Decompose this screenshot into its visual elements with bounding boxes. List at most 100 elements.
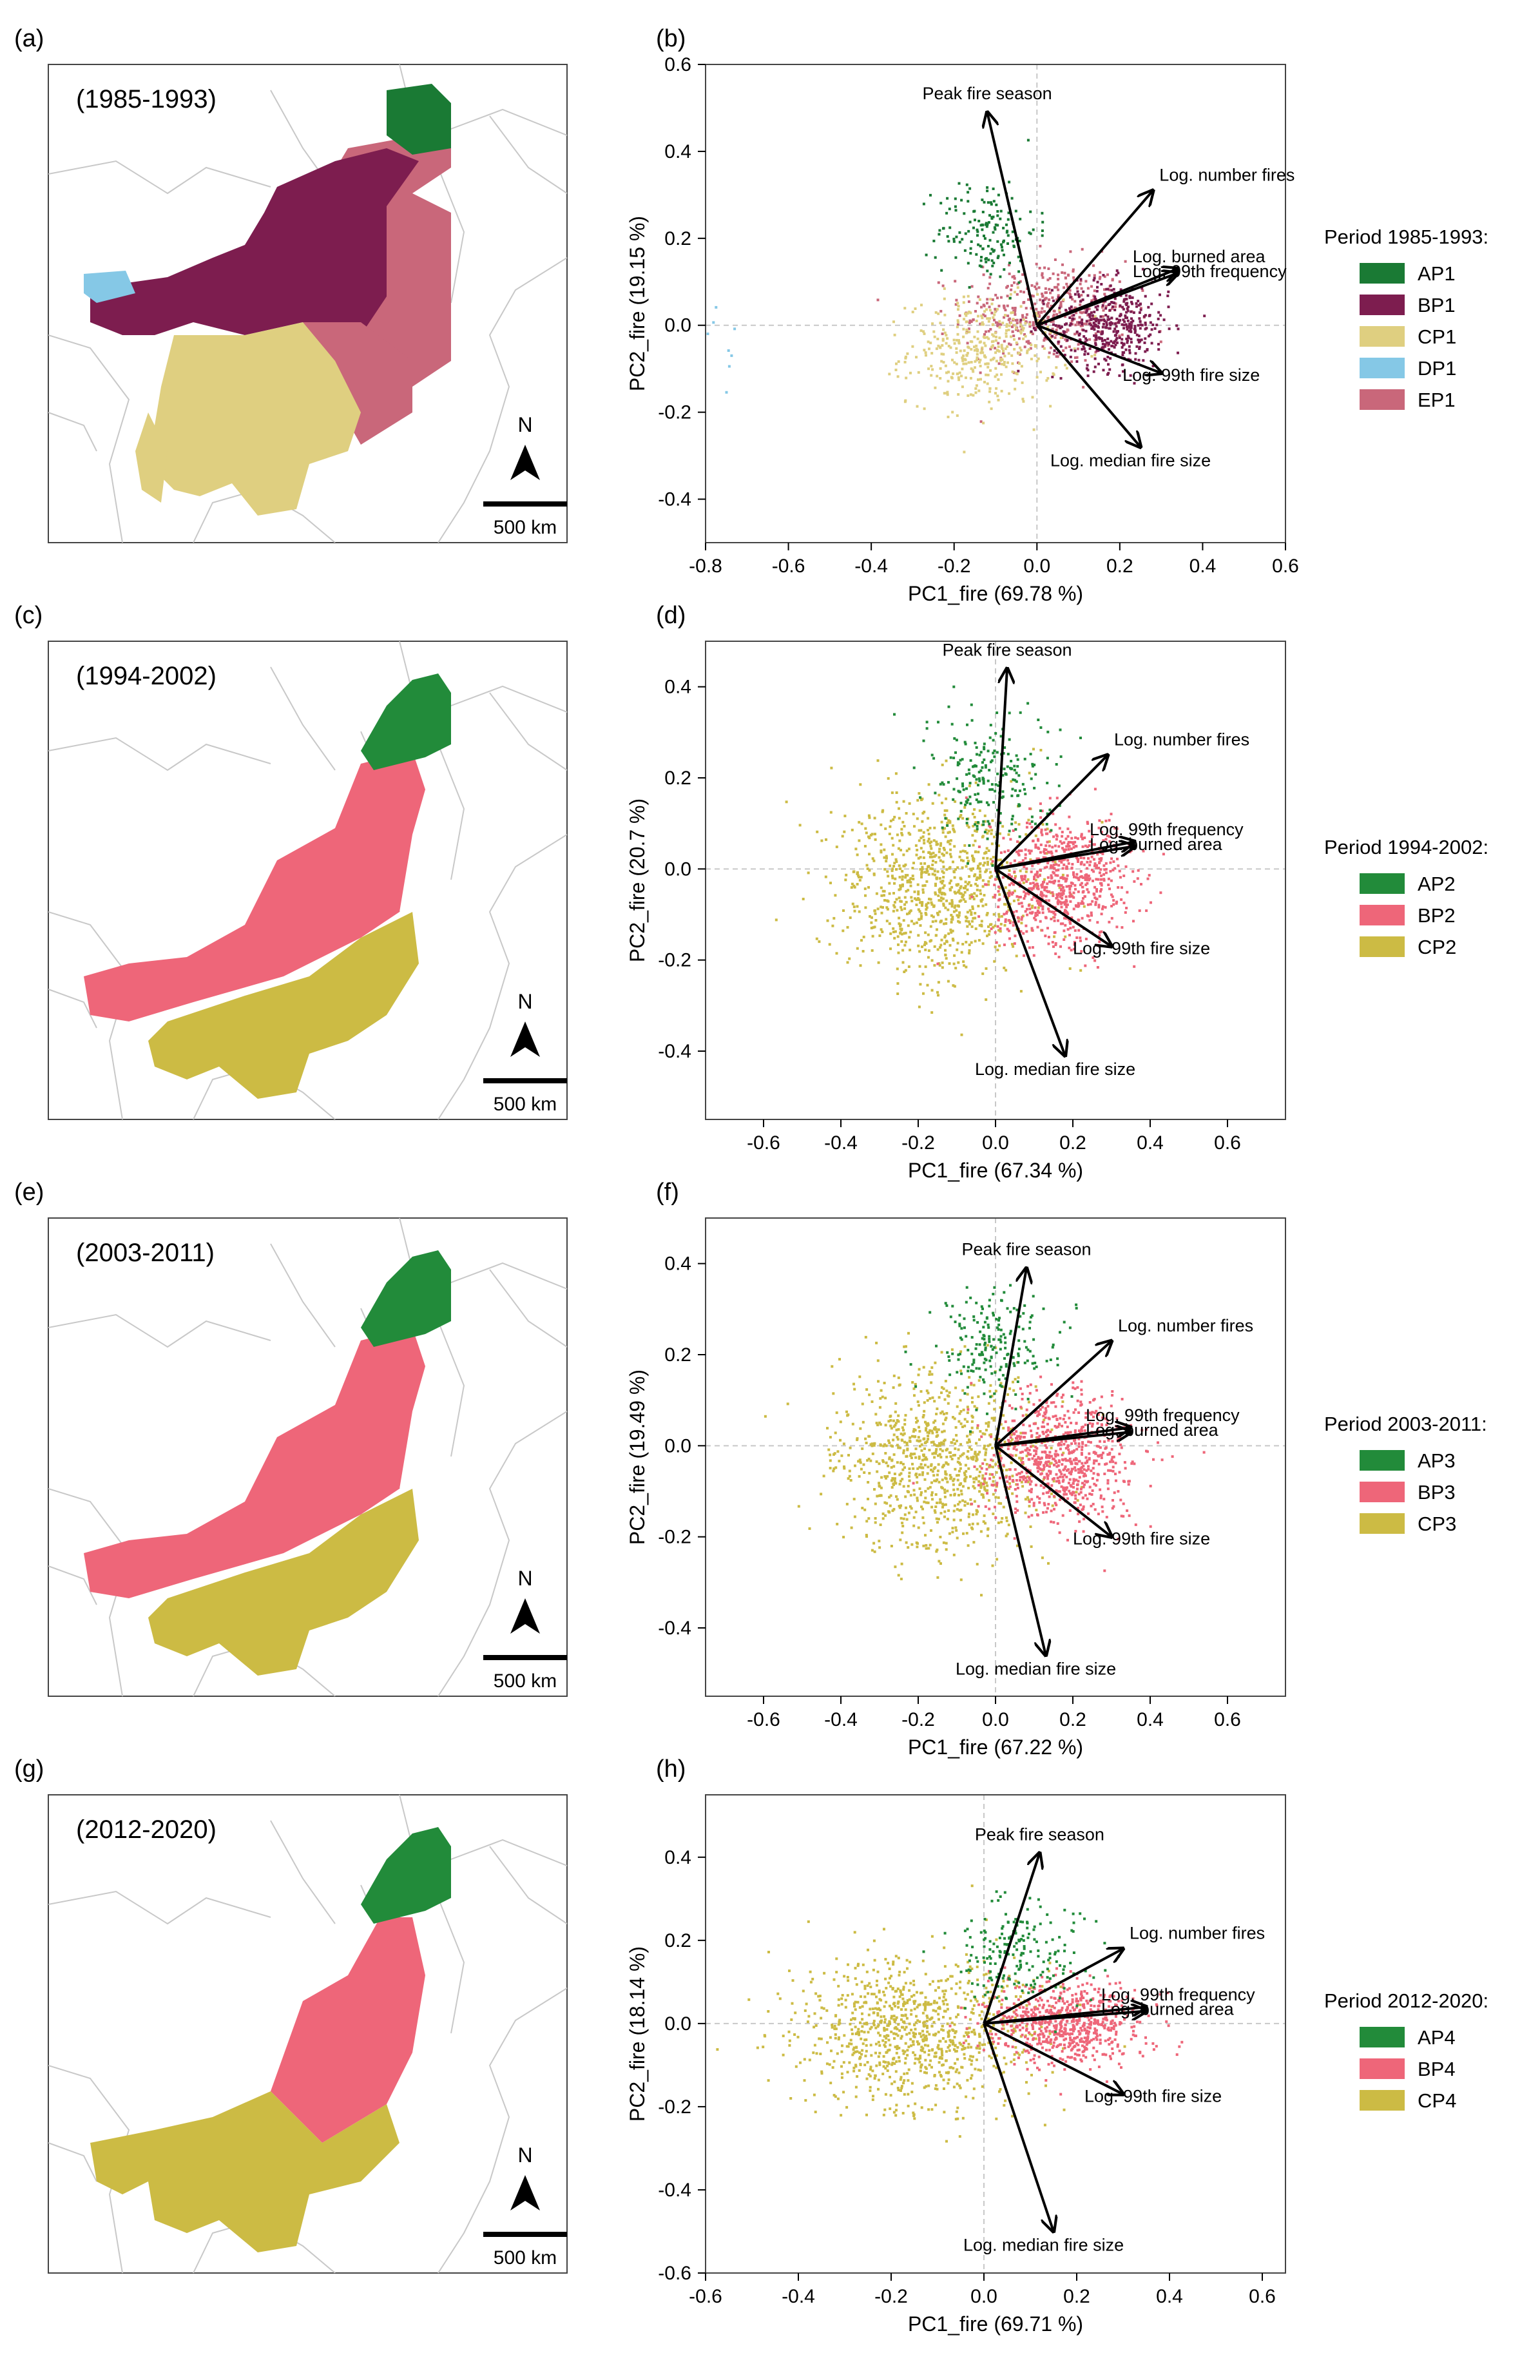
data-point-ep1 (1025, 307, 1028, 310)
data-point-cp3 (1018, 1456, 1021, 1460)
data-point-cp1 (986, 382, 989, 385)
data-point-ep1 (1088, 319, 1091, 322)
data-point-bp1 (1079, 338, 1081, 342)
data-point-cp2 (916, 897, 919, 900)
data-point-bp2 (1034, 918, 1037, 922)
data-point-cp3 (939, 1562, 942, 1565)
loading-arrow (994, 867, 1112, 946)
legend-item-label: CP2 (1418, 936, 1456, 958)
data-point-bp2 (1063, 938, 1066, 941)
data-point-cp2 (930, 855, 934, 858)
data-point-bp1 (1083, 347, 1086, 350)
data-point-bp2 (1024, 895, 1026, 898)
data-point-bp1 (1085, 309, 1088, 312)
data-point-bp2 (1039, 802, 1042, 806)
data-point-ep1 (955, 298, 958, 302)
x-tick-label: 0.2 (1059, 1132, 1086, 1154)
data-point-cp3 (1075, 1491, 1078, 1494)
data-point-ep1 (1064, 315, 1067, 318)
data-point-cp3 (936, 1521, 939, 1524)
data-point-cp2 (850, 886, 853, 889)
data-point-bp3 (1025, 1471, 1028, 1475)
data-point-cp1 (924, 351, 927, 354)
data-point-cp3 (892, 1374, 896, 1377)
data-point-bp2 (1032, 885, 1035, 888)
data-point-ep1 (1041, 276, 1044, 279)
data-point-bp1 (1079, 278, 1083, 281)
data-point-ap1 (938, 233, 941, 236)
data-point-bp3 (1091, 1422, 1094, 1426)
data-point-cp2 (950, 918, 953, 921)
data-point-cp2 (964, 900, 967, 903)
data-point-bp3 (1096, 1413, 1099, 1417)
data-point-bp1 (1150, 342, 1153, 345)
data-point-bp2 (1030, 870, 1033, 873)
data-point-cp3 (938, 1396, 941, 1399)
data-point-cp2 (951, 915, 954, 918)
data-point-cp3 (905, 1506, 907, 1509)
data-point-bp2 (1118, 869, 1121, 873)
data-point-cp2 (950, 914, 953, 916)
y-tick-label: 0.2 (664, 768, 691, 789)
data-point-cp2 (1058, 886, 1061, 889)
data-point-bp2 (1039, 900, 1043, 903)
data-point-cp2 (941, 886, 945, 889)
data-point-bp3 (1036, 1495, 1039, 1498)
data-point-bp2 (1068, 840, 1072, 844)
data-point-cp2 (963, 964, 966, 967)
data-point-cp3 (916, 1545, 919, 1549)
data-point-cp3 (923, 1458, 927, 1461)
data-point-ep1 (1039, 298, 1042, 302)
data-point-cp3 (985, 1463, 988, 1466)
data-point-cp1 (975, 384, 978, 387)
data-point-cp2 (877, 961, 880, 964)
data-point-ep1 (1114, 305, 1117, 308)
data-point-cp3 (967, 1487, 970, 1489)
data-point-bp2 (1133, 880, 1136, 883)
data-point-cp3 (1061, 1400, 1064, 1403)
data-point-cp3 (969, 1498, 972, 1501)
data-point-bp1 (1133, 329, 1137, 333)
data-point-ep1 (1002, 352, 1005, 355)
data-point-cp2 (925, 880, 929, 883)
data-point-cp3 (991, 1564, 994, 1567)
data-point-cp1 (1015, 341, 1018, 344)
data-point-cp2 (894, 901, 896, 904)
data-point-cp2 (909, 949, 912, 952)
data-point-bp3 (1057, 1453, 1060, 1456)
data-point-cp2 (980, 920, 983, 923)
data-point-cp3 (888, 1511, 891, 1514)
data-point-cp2 (955, 909, 958, 912)
data-point-cp3 (967, 1450, 970, 1453)
data-point-cp3 (947, 1463, 950, 1466)
data-point-cp2 (926, 983, 929, 987)
data-point-bp1 (1112, 305, 1114, 308)
data-point-ep1 (1066, 291, 1069, 294)
data-point-bp3 (1097, 1513, 1100, 1516)
pyrome-region-cp (148, 1489, 419, 1676)
data-point-ap2 (975, 778, 978, 781)
data-point-ap2 (939, 782, 942, 786)
data-point-bp1 (1148, 334, 1150, 338)
data-point-bp3 (1077, 1471, 1081, 1474)
data-point-cp2 (974, 781, 977, 784)
data-point-cp2 (900, 827, 903, 831)
data-point-cp1 (958, 342, 961, 345)
data-point-cp3 (959, 1398, 962, 1402)
data-point-bp3 (1011, 1419, 1014, 1422)
data-point-ep1 (1102, 347, 1105, 351)
data-point-bp3 (1105, 1424, 1108, 1426)
data-point-ap2 (967, 798, 970, 801)
data-point-cp3 (915, 1541, 918, 1544)
data-point-cp3 (859, 1461, 862, 1464)
data-point-bp2 (1030, 912, 1034, 915)
data-point-bp3 (1055, 1465, 1059, 1468)
data-point-bp2 (1110, 905, 1113, 907)
data-point-bp3 (1084, 1494, 1087, 1497)
data-point-bp2 (1069, 927, 1072, 930)
data-point-ap1 (967, 200, 970, 203)
data-point-bp3 (1149, 1484, 1152, 1487)
data-point-cp3 (836, 1522, 839, 1525)
data-point-ap2 (1010, 794, 1014, 797)
